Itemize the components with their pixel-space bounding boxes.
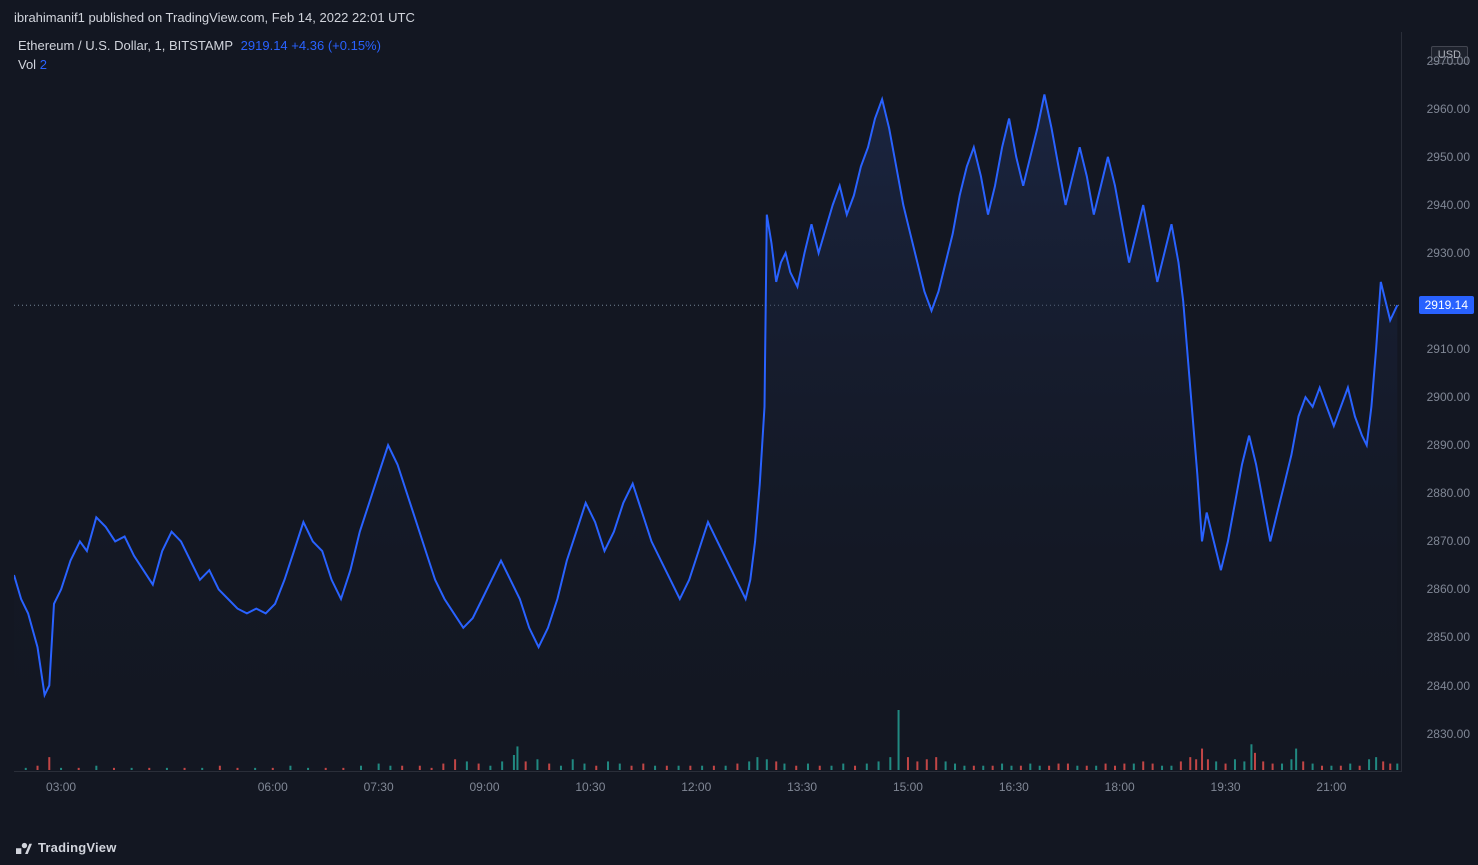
y-tick: 2830.00: [1427, 727, 1470, 741]
tradingview-logo-icon: [16, 842, 32, 854]
publish-on: published on TradingView.com,: [88, 10, 268, 25]
x-tick: 21:00: [1316, 780, 1346, 794]
plot-area[interactable]: [14, 32, 1402, 772]
x-tick: 07:30: [364, 780, 394, 794]
y-tick: 2850.00: [1427, 630, 1470, 644]
brand-footer: TradingView: [16, 840, 117, 855]
publisher-name: ibrahimanif1: [14, 10, 85, 25]
y-tick: 2950.00: [1427, 150, 1470, 164]
y-tick: 2940.00: [1427, 198, 1470, 212]
y-tick: 2900.00: [1427, 390, 1470, 404]
y-tick: 2880.00: [1427, 486, 1470, 500]
publish-date: Feb 14, 2022 22:01 UTC: [272, 10, 415, 25]
x-tick: 18:00: [1105, 780, 1135, 794]
last-price: 2919.14: [241, 38, 288, 53]
y-tick: 2840.00: [1427, 679, 1470, 693]
price-change: +4.36: [291, 38, 324, 53]
x-tick: 10:30: [575, 780, 605, 794]
price-change-pct: (+0.15%): [328, 38, 381, 53]
brand-label: TradingView: [38, 840, 117, 855]
y-tick: 2860.00: [1427, 582, 1470, 596]
chart-legend: Ethereum / U.S. Dollar, 1, BITSTAMP 2919…: [18, 38, 381, 72]
x-tick: 06:00: [258, 780, 288, 794]
current-price-tag: 2919.14: [1419, 296, 1474, 314]
y-tick: 2910.00: [1427, 342, 1470, 356]
chart-container[interactable]: USD 2830.002840.002850.002860.002870.002…: [0, 30, 1478, 800]
y-tick: 2870.00: [1427, 534, 1470, 548]
x-tick: 15:00: [893, 780, 923, 794]
y-tick: 2960.00: [1427, 102, 1470, 116]
x-tick: 13:30: [787, 780, 817, 794]
y-tick: 2890.00: [1427, 438, 1470, 452]
x-tick: 03:00: [46, 780, 76, 794]
symbol-pair: Ethereum / U.S. Dollar, 1, BITSTAMP: [18, 38, 233, 53]
x-axis: 03:00 06:00 07:30 09:00 10:30 12:00 13:30 15:00…: [14, 774, 1402, 800]
price-chart-svg: [14, 32, 1402, 772]
y-tick: 2930.00: [1427, 246, 1470, 260]
volume-value: 2: [40, 57, 47, 72]
x-tick: 09:00: [469, 780, 499, 794]
price-area: [14, 95, 1397, 773]
x-tick: 19:30: [1211, 780, 1241, 794]
x-tick: 16:30: [999, 780, 1029, 794]
x-tick: 12:00: [681, 780, 711, 794]
y-tick: 2970.00: [1427, 54, 1470, 68]
volume-label: Vol: [18, 57, 36, 72]
y-axis: USD 2830.002840.002850.002860.002870.002…: [1404, 32, 1478, 772]
publish-header: ibrahimanif1 published on TradingView.co…: [0, 0, 1478, 31]
